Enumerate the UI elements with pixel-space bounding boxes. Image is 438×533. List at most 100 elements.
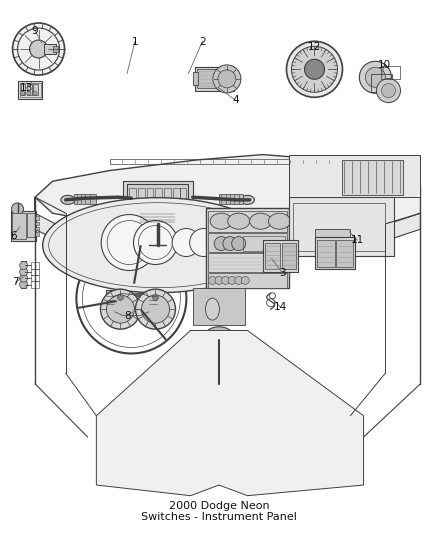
Circle shape — [29, 40, 48, 58]
Bar — [123, 181, 193, 224]
Bar — [31, 275, 39, 281]
Text: 3: 3 — [279, 268, 286, 278]
Bar — [243, 236, 285, 251]
Bar — [20, 83, 41, 97]
Circle shape — [223, 237, 237, 251]
Bar — [31, 281, 39, 288]
Bar — [12, 213, 26, 239]
Bar — [147, 188, 153, 208]
Ellipse shape — [61, 196, 75, 204]
Bar — [263, 240, 298, 272]
Circle shape — [135, 289, 176, 329]
Circle shape — [13, 23, 64, 75]
Polygon shape — [115, 312, 149, 316]
Ellipse shape — [240, 196, 254, 204]
Bar — [197, 69, 218, 88]
Bar — [381, 66, 400, 79]
Circle shape — [134, 221, 177, 264]
Circle shape — [20, 261, 28, 270]
Bar — [193, 72, 198, 85]
Bar — [208, 233, 287, 252]
Circle shape — [21, 91, 25, 95]
Polygon shape — [96, 330, 364, 496]
Ellipse shape — [250, 213, 272, 229]
Polygon shape — [35, 197, 420, 256]
Bar — [127, 184, 188, 211]
Bar — [131, 189, 184, 213]
Circle shape — [208, 276, 216, 285]
Circle shape — [359, 61, 392, 93]
Circle shape — [381, 84, 396, 98]
Circle shape — [33, 91, 37, 95]
Circle shape — [20, 268, 28, 276]
Ellipse shape — [42, 198, 273, 293]
Polygon shape — [35, 155, 420, 229]
Circle shape — [291, 46, 338, 92]
Circle shape — [213, 65, 241, 93]
Bar — [110, 159, 328, 164]
Bar — [33, 84, 38, 95]
Text: 1: 1 — [131, 37, 138, 46]
Circle shape — [172, 229, 200, 256]
Circle shape — [222, 276, 230, 285]
Text: 4: 4 — [232, 95, 239, 105]
Bar — [208, 273, 287, 288]
Circle shape — [215, 276, 223, 285]
Circle shape — [101, 214, 157, 271]
Bar — [293, 203, 385, 251]
Text: 8: 8 — [124, 311, 131, 320]
Bar — [155, 188, 162, 208]
Ellipse shape — [205, 298, 219, 320]
Text: 12: 12 — [308, 42, 321, 52]
Bar — [289, 197, 394, 256]
Bar — [206, 208, 289, 288]
Circle shape — [190, 229, 218, 256]
Text: 14: 14 — [274, 302, 287, 312]
Ellipse shape — [210, 213, 232, 229]
Circle shape — [106, 295, 134, 323]
Bar — [27, 84, 32, 95]
Circle shape — [117, 294, 124, 301]
Text: 7: 7 — [12, 278, 19, 287]
Ellipse shape — [205, 327, 233, 345]
Text: 9: 9 — [32, 26, 39, 36]
Bar — [208, 211, 287, 232]
Bar — [31, 262, 39, 269]
Polygon shape — [113, 294, 149, 296]
Bar — [21, 261, 26, 288]
Circle shape — [27, 91, 31, 95]
Bar — [140, 211, 175, 224]
Circle shape — [286, 41, 343, 98]
Bar — [11, 211, 36, 241]
Bar — [180, 188, 186, 208]
Polygon shape — [191, 330, 199, 426]
Circle shape — [241, 276, 249, 285]
Circle shape — [214, 237, 228, 251]
Circle shape — [20, 274, 28, 282]
Text: 13: 13 — [20, 83, 33, 93]
Circle shape — [377, 78, 400, 103]
Circle shape — [141, 295, 170, 323]
Bar — [342, 160, 403, 195]
Circle shape — [232, 237, 246, 251]
Bar — [164, 188, 171, 208]
Circle shape — [115, 282, 148, 314]
Polygon shape — [239, 330, 247, 426]
Bar — [106, 290, 115, 307]
Circle shape — [207, 372, 231, 396]
Bar — [35, 222, 39, 225]
Bar — [315, 229, 350, 237]
Bar — [195, 67, 234, 91]
Circle shape — [365, 67, 385, 87]
Text: 11: 11 — [350, 235, 364, 245]
Ellipse shape — [268, 213, 290, 229]
Bar — [74, 194, 96, 204]
Bar — [35, 227, 39, 230]
Circle shape — [228, 276, 236, 285]
Bar — [18, 81, 42, 99]
Text: 10: 10 — [378, 60, 391, 70]
Circle shape — [218, 70, 236, 88]
Bar — [149, 290, 158, 307]
Bar — [289, 155, 420, 197]
Bar — [371, 74, 392, 92]
